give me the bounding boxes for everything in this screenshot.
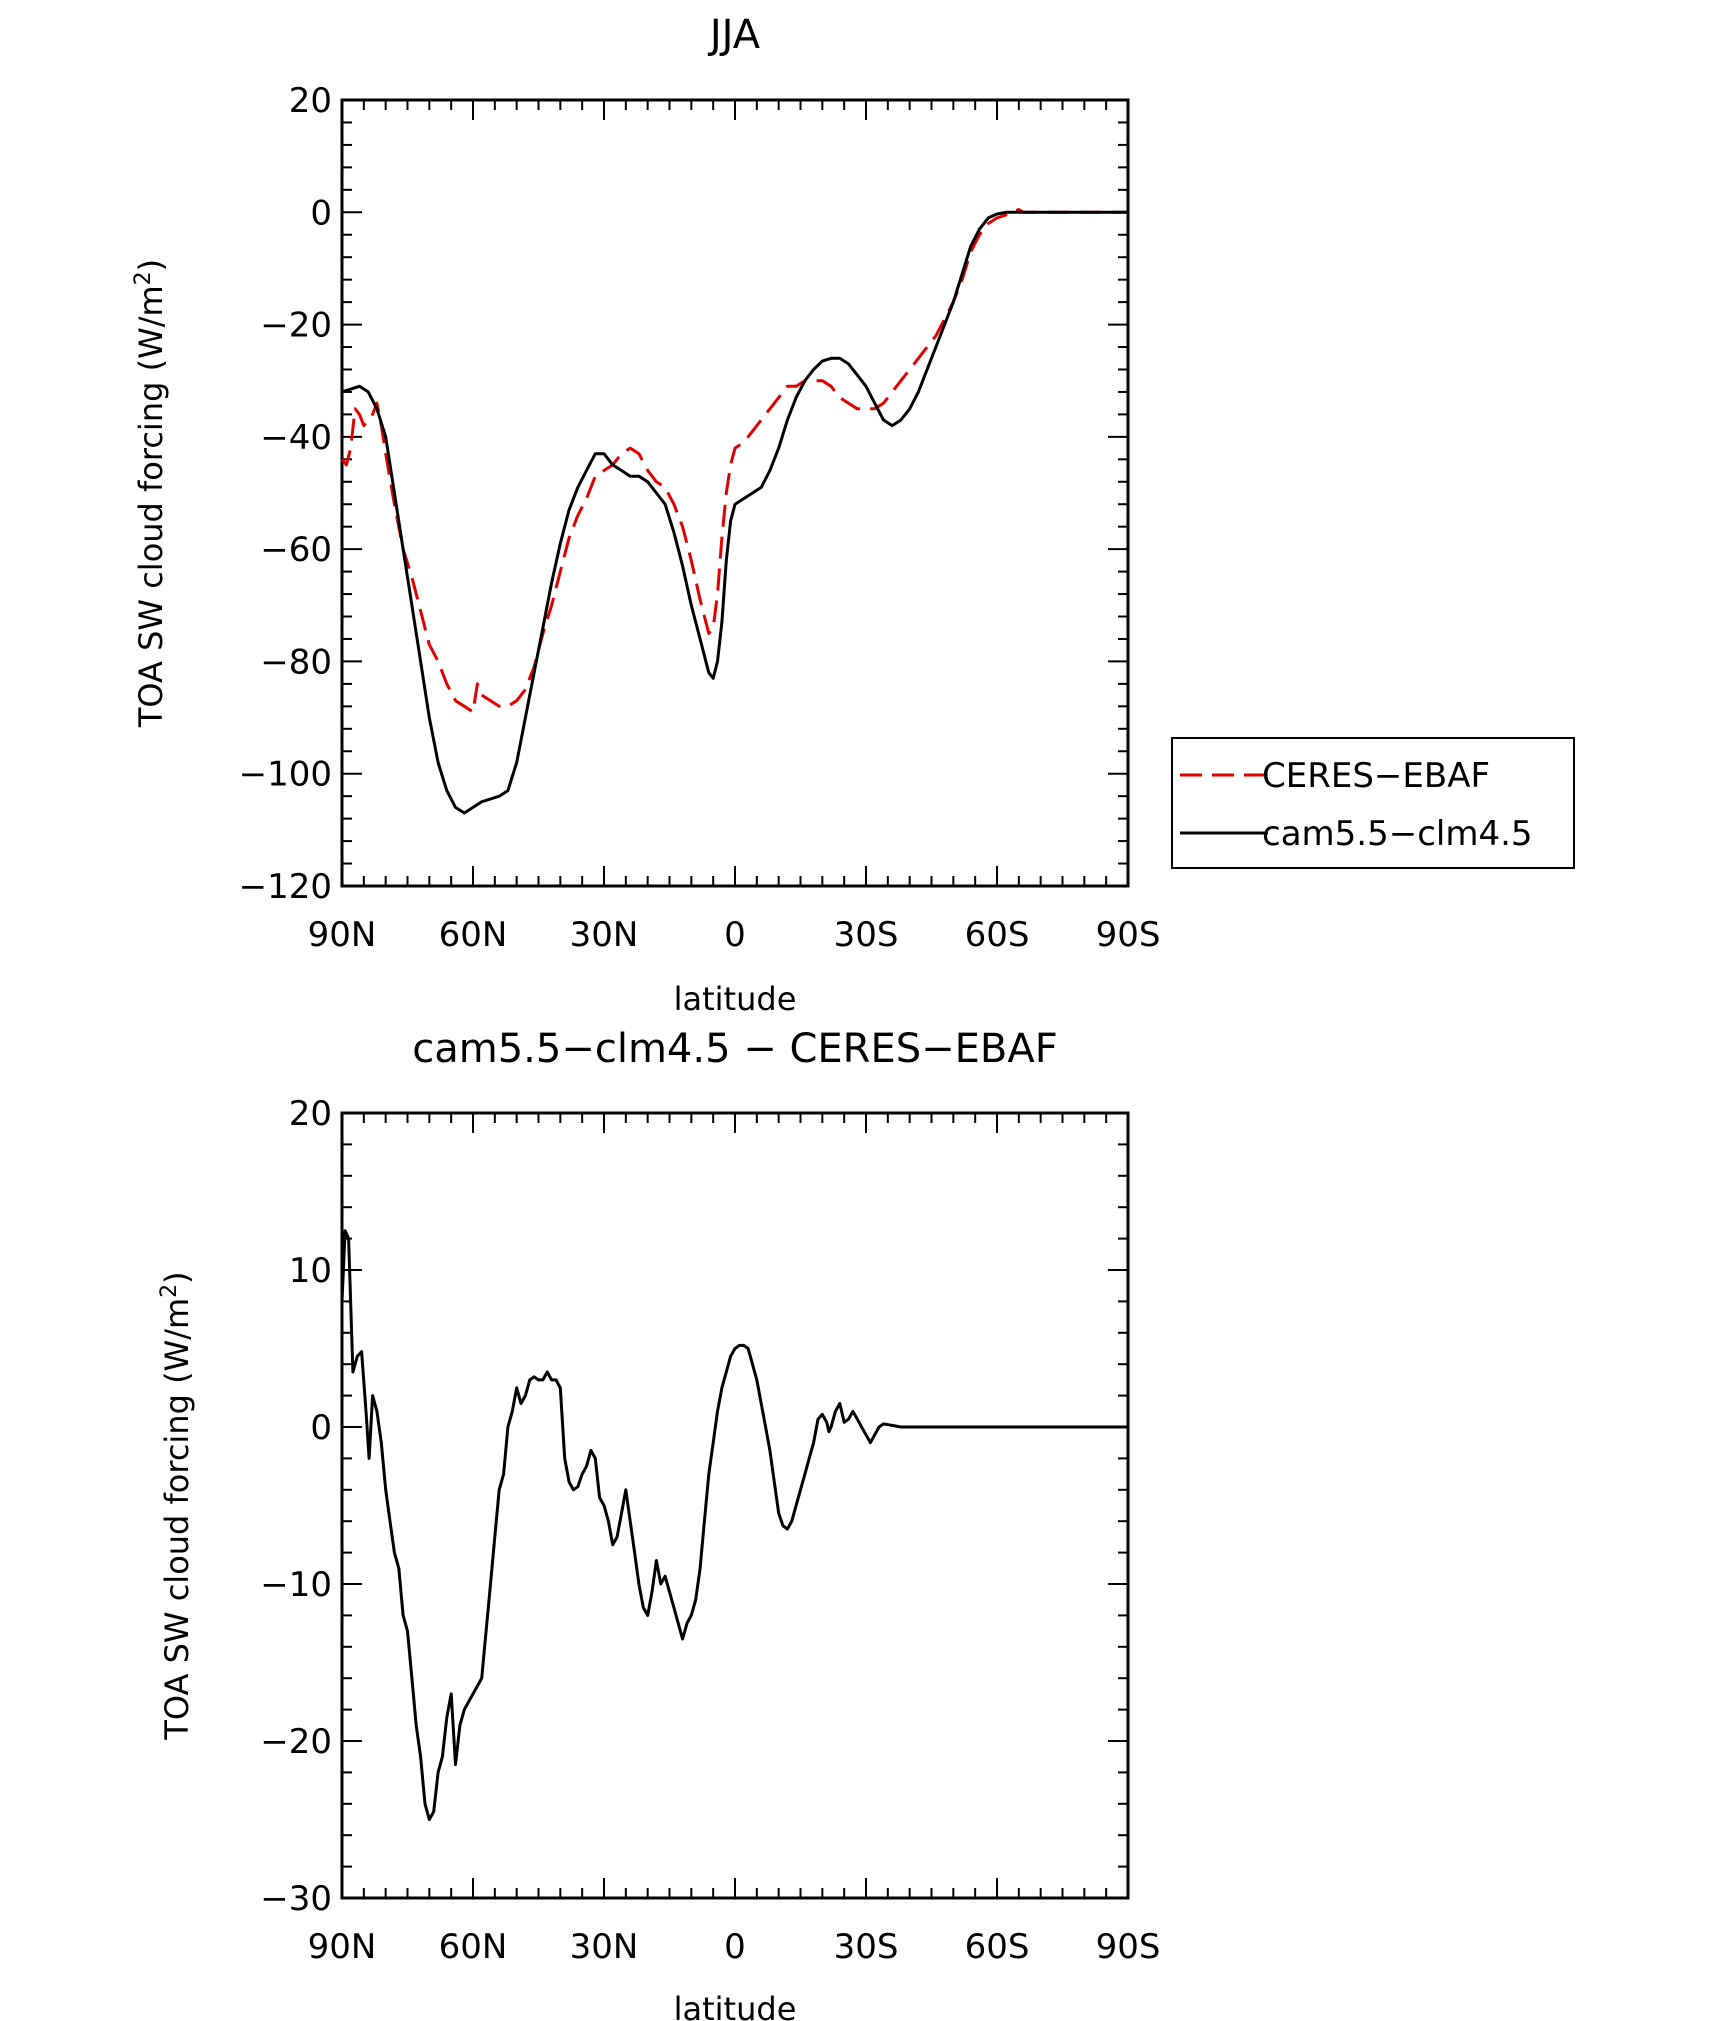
y-tick-label: −20	[260, 1722, 332, 1762]
y-axis-label-text: TOA SW cloud forcing (W/m	[158, 1298, 196, 1741]
panel-1: JJA 90N 60N 30N 0 30S 60S 90S 20 0 −20 −40 −60 −80 −10…	[131, 12, 1575, 1018]
y-tick-label: −60	[260, 530, 332, 570]
x-tick-label: 60S	[965, 1927, 1030, 1967]
x-tick-label: 60N	[439, 1927, 508, 1967]
x-tick-label: 30S	[834, 915, 899, 955]
x-tick-label: 90N	[308, 1927, 377, 1967]
y-axis-label-close: )	[132, 259, 170, 271]
y-tick-label: −30	[260, 1879, 332, 1919]
legend: CERES−EBAF cam5.5−clm4.5	[1171, 737, 1575, 869]
plot-frame	[340, 98, 1130, 888]
x-tick-label: 30N	[570, 915, 639, 955]
x-axis-label: latitude	[674, 1990, 797, 2021]
legend-box	[1171, 737, 1575, 869]
y-axis-label-sup: 2	[157, 1284, 182, 1298]
y-tick-label: −80	[260, 642, 332, 682]
y-axis-label-sup: 2	[131, 271, 156, 285]
y-axis-label: TOA SW cloud forcing (W/m2)	[157, 1271, 196, 1740]
legend-label-1: CERES−EBAF	[1262, 756, 1490, 796]
chart-title: JJA	[707, 12, 761, 58]
panel-2: cam5.5−clm4.5 − CERES−EBAF 90N 60N 30N 0 30S 6…	[157, 1026, 1160, 2021]
y-axis-label-close: )	[158, 1271, 196, 1283]
y-tick-label: 10	[289, 1251, 332, 1291]
x-tick-label: 90S	[1096, 915, 1161, 955]
x-axis-label: latitude	[674, 980, 797, 1018]
x-tick-label: 0	[724, 915, 746, 955]
series-line-1	[340, 208, 1128, 714]
x-tick-label: 30S	[834, 1927, 899, 1967]
y-tick-label: 20	[289, 81, 332, 121]
y-tick-label: −40	[260, 418, 332, 458]
y-tick-label: −10	[260, 1565, 332, 1605]
y-axis-label: TOA SW cloud forcing (W/m2)	[131, 259, 170, 728]
y-tick-label: 20	[289, 1094, 332, 1134]
x-tick-label: 90S	[1096, 1927, 1161, 1967]
y-axis-label-text: TOA SW cloud forcing (W/m	[132, 285, 170, 728]
y-tick-label: −20	[260, 306, 332, 346]
chart-title: cam5.5−clm4.5 − CERES−EBAF	[412, 1026, 1058, 1072]
series-line-2	[341, 210, 1128, 815]
series-line-1	[340, 1229, 1128, 1821]
x-tick-label: 60N	[439, 915, 508, 955]
y-tick-label: −120	[239, 867, 332, 907]
plot-frame	[340, 1111, 1130, 1900]
legend-label-2: cam5.5−clm4.5	[1262, 814, 1533, 854]
y-tick-label: −100	[239, 755, 332, 795]
x-tick-label: 90N	[308, 915, 377, 955]
x-tick-label: 0	[724, 1927, 746, 1967]
x-tick-label: 60S	[965, 915, 1030, 955]
y-tick-label: 0	[310, 193, 332, 233]
y-tick-label: 0	[310, 1408, 332, 1448]
x-tick-label: 30N	[570, 1927, 639, 1967]
